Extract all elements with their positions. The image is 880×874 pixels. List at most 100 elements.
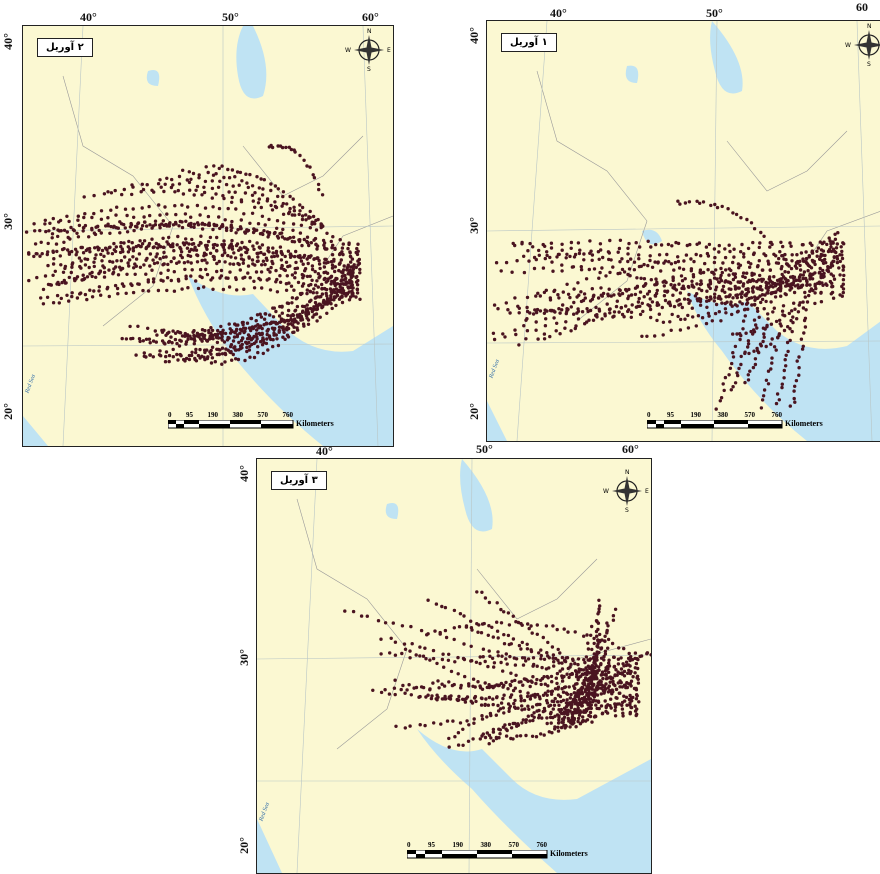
trajectory-point <box>214 172 218 176</box>
trajectory-point <box>114 213 118 217</box>
trajectory-point <box>743 314 747 318</box>
trajectory-point <box>167 339 172 344</box>
trajectory-point <box>167 222 171 226</box>
trajectory-point <box>641 284 646 288</box>
trajectory-point <box>499 681 504 686</box>
trajectory-point <box>77 256 82 260</box>
trajectory-point <box>231 352 235 357</box>
trajectory-point <box>496 654 500 658</box>
trajectory-point <box>235 334 239 339</box>
trajectory-point <box>268 313 272 317</box>
trajectory-point <box>346 272 350 276</box>
trajectory-point <box>247 348 252 352</box>
trajectory-point <box>69 270 73 275</box>
trajectory-point <box>678 328 683 332</box>
trajectory-point <box>530 713 534 718</box>
trajectory-point <box>649 653 651 657</box>
trajectory-point <box>282 221 286 225</box>
trajectory-point <box>286 308 291 313</box>
trajectory-point <box>275 219 280 223</box>
trajectory-point <box>265 197 270 201</box>
trajectory-point <box>459 686 463 690</box>
trajectory-point <box>600 317 604 321</box>
trajectory-point <box>537 253 541 257</box>
trajectory-point <box>310 267 315 272</box>
trajectory-point <box>326 299 331 303</box>
trajectory-point <box>389 636 393 640</box>
trajectory-point <box>318 266 322 271</box>
trajectory-point <box>603 649 608 653</box>
trajectory-point <box>267 233 271 237</box>
trajectory-point <box>332 259 336 263</box>
trajectory-point <box>220 253 225 257</box>
trajectory-point <box>72 228 76 233</box>
trajectory-point <box>784 258 788 262</box>
trajectory-point <box>230 238 234 243</box>
trajectory-point <box>622 315 626 319</box>
trajectory-point <box>633 292 638 297</box>
trajectory-point <box>94 253 98 257</box>
trajectory-point <box>783 270 787 274</box>
trajectory-point <box>138 339 142 344</box>
trajectory-point <box>212 164 216 168</box>
trajectory-point <box>284 260 289 264</box>
trajectory-point <box>257 325 261 330</box>
trajectory-point <box>317 187 321 192</box>
trajectory-point <box>819 291 823 295</box>
trajectory-point <box>355 252 360 257</box>
trajectory-point <box>200 258 204 263</box>
trajectory-point <box>280 235 285 239</box>
trajectory-point <box>611 618 616 622</box>
trajectory-point <box>595 634 599 638</box>
trajectory-point <box>43 218 47 222</box>
trajectory-point <box>210 345 215 349</box>
trajectory-point <box>592 661 596 665</box>
trajectory-point <box>519 680 523 684</box>
trajectory-point <box>805 282 809 287</box>
trajectory-point <box>588 681 593 686</box>
trajectory-point <box>781 313 785 317</box>
trajectory-point <box>269 203 273 208</box>
basemap <box>487 21 880 441</box>
trajectory-point <box>160 330 165 334</box>
trajectory-point <box>542 733 546 737</box>
trajectory-point <box>792 301 796 305</box>
trajectory-point <box>232 251 236 255</box>
trajectory-point <box>795 317 799 321</box>
trajectory-point <box>616 662 621 666</box>
trajectory-point <box>356 263 360 267</box>
trajectory-point <box>569 305 573 309</box>
trajectory-point <box>343 273 347 278</box>
trajectory-point <box>750 303 754 307</box>
trajectory-point <box>97 246 101 251</box>
trajectory-point <box>271 251 275 255</box>
trajectory-point <box>351 271 355 275</box>
trajectory-point <box>118 265 122 269</box>
trajectory-point <box>504 301 508 305</box>
trajectory-point <box>551 269 555 273</box>
trajectory-point <box>813 282 817 286</box>
trajectory-point <box>561 698 566 702</box>
trajectory-point <box>288 236 292 240</box>
trajectory-point <box>193 245 197 249</box>
trajectory-point <box>142 351 146 355</box>
trajectory-point <box>746 378 751 382</box>
trajectory-point <box>223 352 228 357</box>
trajectory-point <box>266 348 270 352</box>
trajectory-point <box>292 325 296 329</box>
trajectory-point <box>183 267 187 272</box>
trajectory-point <box>621 711 625 715</box>
trajectory-point <box>163 182 167 186</box>
trajectory-point <box>325 271 330 275</box>
trajectory-point <box>655 280 659 284</box>
trajectory-point <box>792 396 796 401</box>
trajectory-point <box>308 209 312 214</box>
trajectory-point <box>571 711 575 715</box>
trajectory-point <box>245 250 249 255</box>
trajectory-point <box>450 683 455 688</box>
trajectory-point <box>310 264 315 268</box>
trajectory-point <box>219 274 224 278</box>
trajectory-point <box>154 255 158 259</box>
trajectory-point <box>723 290 727 294</box>
trajectory-point <box>491 697 495 701</box>
